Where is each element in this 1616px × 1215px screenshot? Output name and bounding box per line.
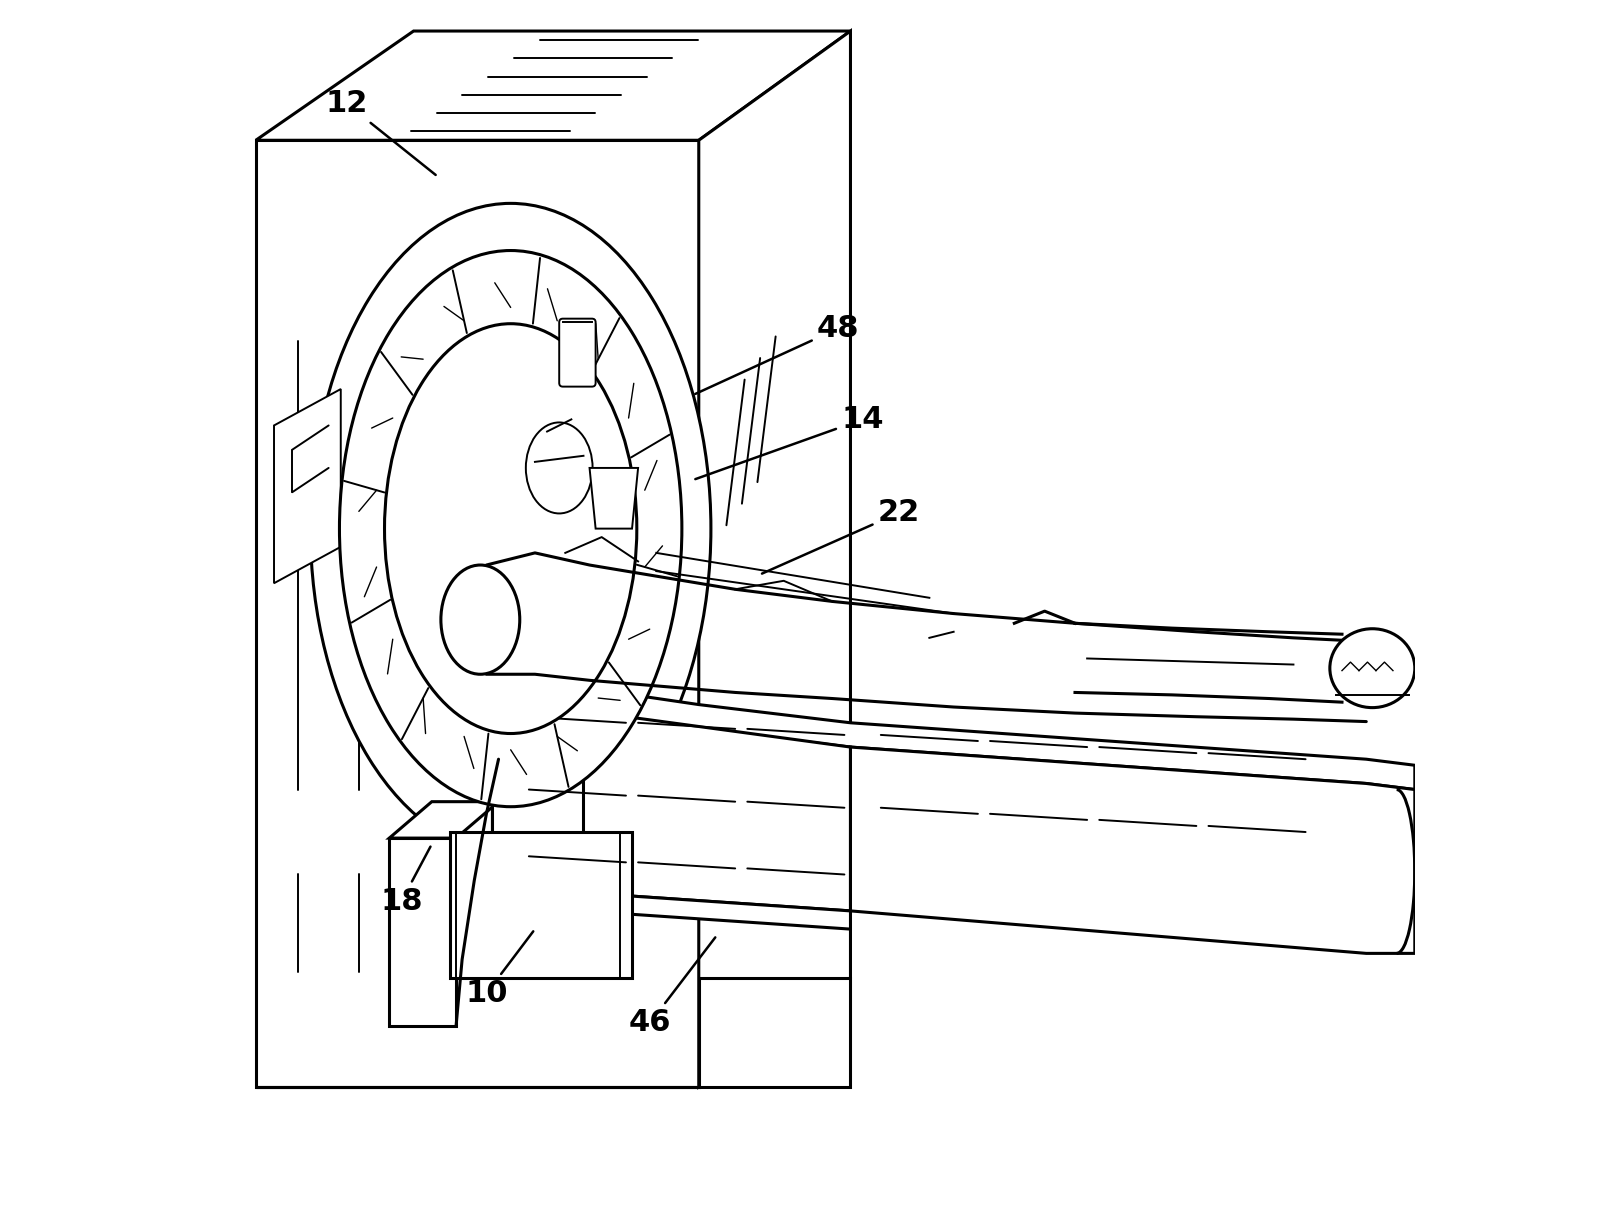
Ellipse shape [1330,628,1414,707]
Text: 12: 12 [326,90,436,175]
Text: 14: 14 [695,405,884,479]
Polygon shape [255,978,850,1087]
Polygon shape [590,468,638,529]
Ellipse shape [310,203,711,854]
Polygon shape [389,838,456,1027]
Text: 18: 18 [380,847,430,916]
Polygon shape [255,32,850,140]
FancyBboxPatch shape [559,318,596,386]
Text: 48: 48 [695,313,860,394]
Ellipse shape [339,250,682,807]
Text: 10: 10 [465,932,533,1008]
Polygon shape [850,747,1414,954]
Polygon shape [449,832,632,978]
Polygon shape [698,32,850,1087]
Text: 46: 46 [629,938,716,1038]
Polygon shape [493,699,583,887]
Polygon shape [389,802,498,838]
Ellipse shape [441,565,520,674]
Polygon shape [493,887,850,929]
Polygon shape [275,389,341,583]
Ellipse shape [525,423,593,514]
Polygon shape [255,140,698,1087]
Ellipse shape [385,323,637,734]
Polygon shape [493,699,850,911]
Text: 22: 22 [763,498,920,573]
Polygon shape [493,674,1414,790]
